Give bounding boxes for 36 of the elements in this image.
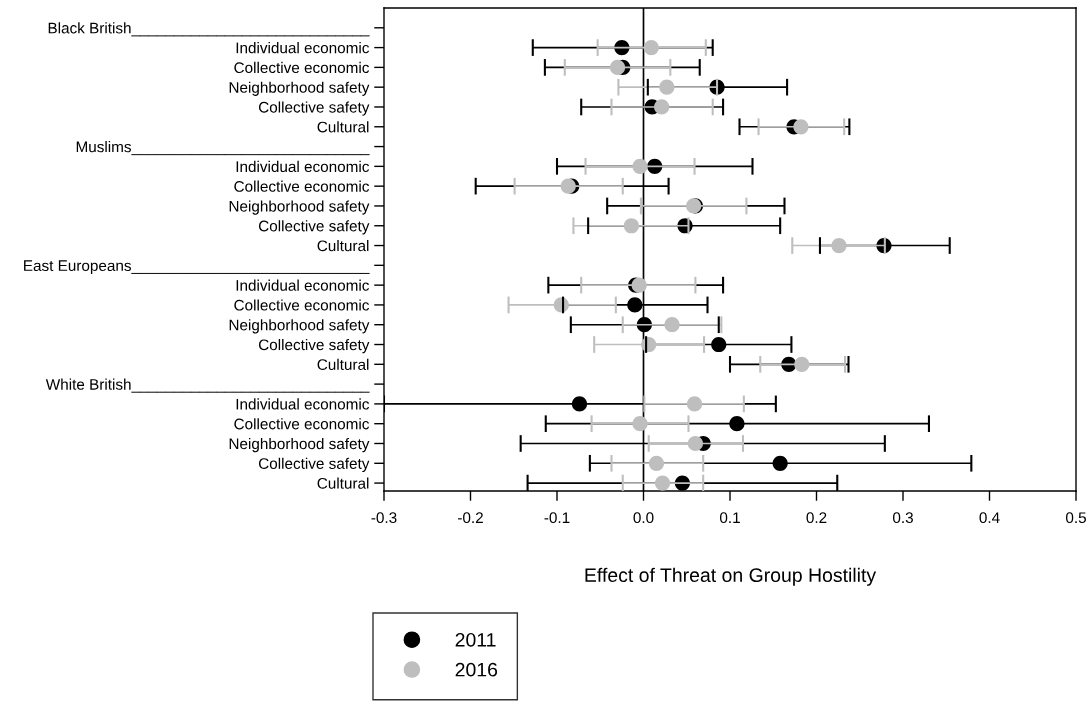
y-tick-label: Black British____________________________ <box>48 22 370 37</box>
y-tick-label: East Europeans____________________________ <box>24 260 370 275</box>
y-tick-label: Collective safety <box>258 220 370 235</box>
y-tick-label: White British____________________________ <box>45 378 370 393</box>
x-tick-label: 0.5 <box>1065 512 1086 524</box>
y-tick-label: Collective economic <box>234 299 370 311</box>
x-tick-label: -0.3 <box>371 512 397 524</box>
x-tick-label: 0.4 <box>979 512 1000 524</box>
x-tick-label: -0.2 <box>458 512 483 524</box>
y-tick-label: Individual economic <box>236 160 370 173</box>
y-tick-label: Neighborhood safety <box>229 200 370 215</box>
y-tick-label: Muslims____________________________ <box>76 141 370 156</box>
y-tick-label: Collective economic <box>234 180 370 192</box>
y-tick-label: Collective safety <box>258 457 370 472</box>
y-tick-label: Cultural <box>317 121 369 133</box>
x-tick-label: 0.1 <box>719 512 740 524</box>
y-tick-label: Cultural <box>317 358 369 370</box>
legend-label: 2016 <box>455 662 498 677</box>
y-tick-label: Individual economic <box>236 42 370 54</box>
y-tick-label: Neighborhood safety <box>229 81 370 96</box>
legend-label: 2011 <box>455 632 496 647</box>
x-tick-label: 0.0 <box>633 512 654 524</box>
y-tick-label: Cultural <box>317 240 369 252</box>
y-tick-label: Cultural <box>317 477 369 489</box>
x-tick-label: 0.3 <box>892 512 913 524</box>
y-tick-label: Collective safety <box>258 101 370 116</box>
y-tick-label: Neighborhood safety <box>229 437 370 453</box>
y-tick-label: Collective economic <box>234 61 370 74</box>
y-tick-label: Individual economic <box>236 398 370 410</box>
y-tick-label: Individual economic <box>236 279 370 291</box>
y-tick-label: Collective safety <box>258 338 370 354</box>
x-axis-title: Effect of Threat on Group Hostility <box>585 567 877 586</box>
y-tick-label: Collective economic <box>234 418 370 430</box>
y-tick-label: Neighborhood safety <box>229 319 370 334</box>
x-tick-label: 0.2 <box>806 512 827 524</box>
x-tick-label: -0.1 <box>544 512 570 524</box>
